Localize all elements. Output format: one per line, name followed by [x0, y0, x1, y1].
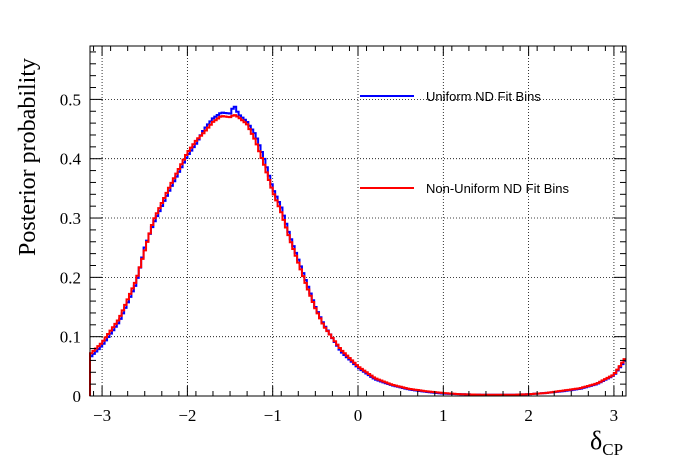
x-axis-label: δCP [590, 426, 623, 459]
y-tick-label: 0 [73, 387, 82, 406]
series-layer [89, 105, 626, 396]
x-tick-label: −1 [264, 406, 282, 425]
y-tick-label: 0.2 [60, 268, 81, 287]
y-tick-label: 0.4 [60, 150, 82, 169]
y-tick-label: 0.1 [60, 328, 81, 347]
x-tick-label: 0 [354, 406, 363, 425]
y-tick-label: 0.5 [60, 90, 81, 109]
y-tick-label: 0.3 [60, 209, 81, 228]
x-axis-label-sub: CP [602, 440, 623, 459]
x-tick-label: 2 [524, 406, 533, 425]
legend-label-uniform: Uniform ND Fit Bins [426, 89, 541, 104]
x-axis-label-main: δ [590, 426, 602, 455]
grid-lines [90, 46, 626, 397]
legend: Uniform ND Fit Bins Non-Uniform ND Fit B… [360, 89, 570, 196]
series-line-non-uniform [89, 114, 626, 396]
tick-labels: −3 −2 −1 0 1 2 3 0 0.1 0.2 0.3 0.4 0.5 [60, 90, 618, 425]
axis-ticks [90, 46, 626, 397]
x-tick-label: 1 [439, 406, 448, 425]
legend-label-non-uniform: Non-Uniform ND Fit Bins [426, 181, 570, 196]
x-tick-label: −2 [178, 406, 196, 425]
x-tick-label: 3 [610, 406, 619, 425]
x-tick-label: −3 [93, 406, 111, 425]
y-axis-label: Posterior probability [15, 58, 41, 256]
